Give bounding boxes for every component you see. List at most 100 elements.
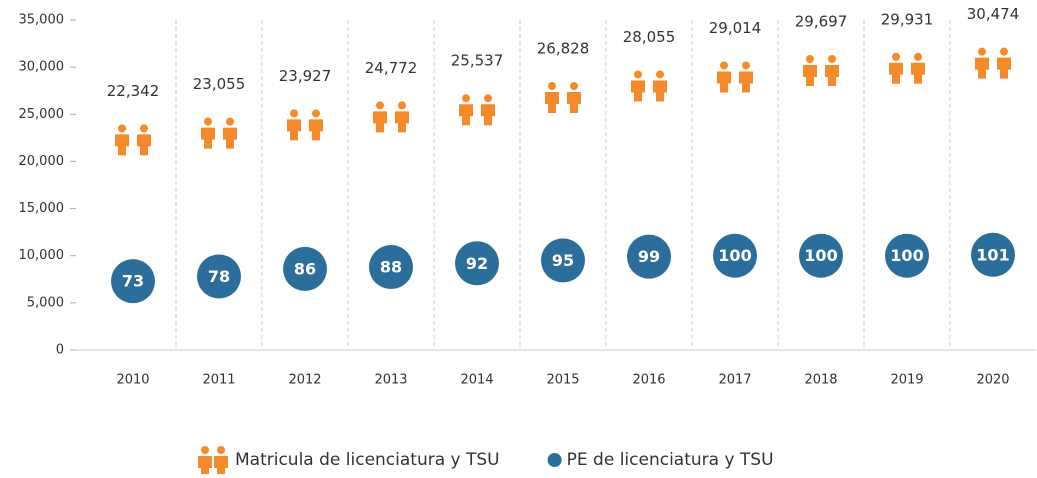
icon-body <box>459 104 473 126</box>
icon-head <box>548 82 556 91</box>
pe-circle <box>971 232 1015 277</box>
icon-head <box>118 124 126 133</box>
icon-head <box>312 109 320 118</box>
value-label: 100 <box>804 246 837 265</box>
icon-body <box>373 111 387 133</box>
value-label: 22,342 <box>107 82 160 100</box>
person-icon <box>803 54 839 86</box>
legend-swatch <box>547 453 562 467</box>
legend-item: PE de licenciatura y TSU <box>547 450 774 470</box>
person-icon <box>975 47 1011 79</box>
icon-body <box>481 104 495 126</box>
y-tick-label: 30,000 <box>19 60 65 75</box>
pe-circle <box>627 234 671 279</box>
y-tick-label: 0 <box>56 343 64 358</box>
icon-head <box>720 61 728 70</box>
value-label: 30,474 <box>967 5 1020 23</box>
y-tick-label: 15,000 <box>19 201 65 216</box>
pe-circle <box>369 245 413 290</box>
legend-label: Matricula de licenciatura y TSU <box>235 450 500 470</box>
x-tick-label: 2019 <box>890 373 923 388</box>
icon-head <box>828 54 836 63</box>
person-icon <box>889 52 925 84</box>
icon-head <box>376 101 384 110</box>
icon-body <box>975 57 989 79</box>
x-tick-label: 2016 <box>632 373 665 388</box>
icon-head <box>978 47 986 56</box>
y-tick-label: 5,000 <box>27 295 64 310</box>
icon-head <box>742 61 750 70</box>
value-label: 24,772 <box>365 59 418 77</box>
icon-body <box>911 62 925 84</box>
pe-circle <box>111 259 155 304</box>
icon-head <box>290 109 298 118</box>
icon-body <box>115 134 129 156</box>
icon-body <box>889 62 903 84</box>
icon-head <box>892 52 900 61</box>
icon-body <box>223 127 237 149</box>
icon-body <box>717 71 731 93</box>
icon-head <box>484 94 492 103</box>
pe-circle <box>455 241 499 286</box>
icon-head <box>204 117 212 126</box>
value-label: 95 <box>552 251 574 270</box>
person-icon <box>545 82 581 114</box>
icon-head <box>570 82 578 91</box>
y-tick-label: 35,000 <box>19 13 65 28</box>
icon-head <box>914 52 922 61</box>
x-tick-label: 2012 <box>288 373 321 388</box>
legend-item: Matricula de licenciatura y TSU <box>198 446 500 477</box>
x-tick-label: 2018 <box>804 373 837 388</box>
icon-body <box>201 127 215 149</box>
value-label: 29,931 <box>881 10 934 28</box>
value-label: 73 <box>122 272 144 291</box>
person-icon <box>631 70 667 102</box>
pe-circle <box>799 233 843 278</box>
icon-head <box>398 101 406 110</box>
value-label: 78 <box>208 267 230 286</box>
x-tick-label: 2015 <box>546 373 579 388</box>
value-label: 100 <box>890 246 923 265</box>
value-label: 28,055 <box>623 28 676 46</box>
icon-body <box>631 80 645 102</box>
icon-body <box>137 134 151 156</box>
icon-body <box>567 92 581 114</box>
icon-head <box>634 70 642 79</box>
icon-body <box>198 456 212 477</box>
icon-head <box>806 54 814 63</box>
value-label: 88 <box>380 258 402 277</box>
icon-head <box>656 70 664 79</box>
value-label: 26,828 <box>537 40 590 58</box>
pe-circle <box>541 238 585 283</box>
x-tick-label: 2020 <box>976 373 1009 388</box>
value-label: 92 <box>466 254 488 273</box>
value-label: 99 <box>638 247 660 266</box>
value-label: 100 <box>718 246 751 265</box>
person-icon <box>287 109 323 141</box>
icon-head <box>462 94 470 103</box>
value-label: 23,927 <box>279 67 332 85</box>
value-label: 29,014 <box>709 19 762 37</box>
y-tick-label: 25,000 <box>19 107 65 122</box>
icon-head <box>226 117 234 126</box>
pe-circle <box>197 254 241 299</box>
person-icon <box>373 101 409 133</box>
icon-head <box>201 446 209 454</box>
icon-body <box>803 64 817 86</box>
value-label: 86 <box>294 259 316 278</box>
icon-body <box>825 64 839 86</box>
pe-circle <box>885 233 929 278</box>
value-label: 101 <box>976 245 1009 264</box>
icon-body <box>545 92 559 114</box>
person-icon <box>717 61 753 93</box>
icon-body <box>287 119 301 141</box>
y-tick-label: 20,000 <box>19 154 65 169</box>
pe-circle <box>713 233 757 278</box>
x-tick-label: 2017 <box>718 373 751 388</box>
pe-circle <box>283 246 327 291</box>
x-tick-label: 2010 <box>116 373 149 388</box>
x-tick-label: 2014 <box>460 373 493 388</box>
icon-body <box>214 456 228 477</box>
icon-body <box>653 80 667 102</box>
icon-body <box>997 57 1011 79</box>
